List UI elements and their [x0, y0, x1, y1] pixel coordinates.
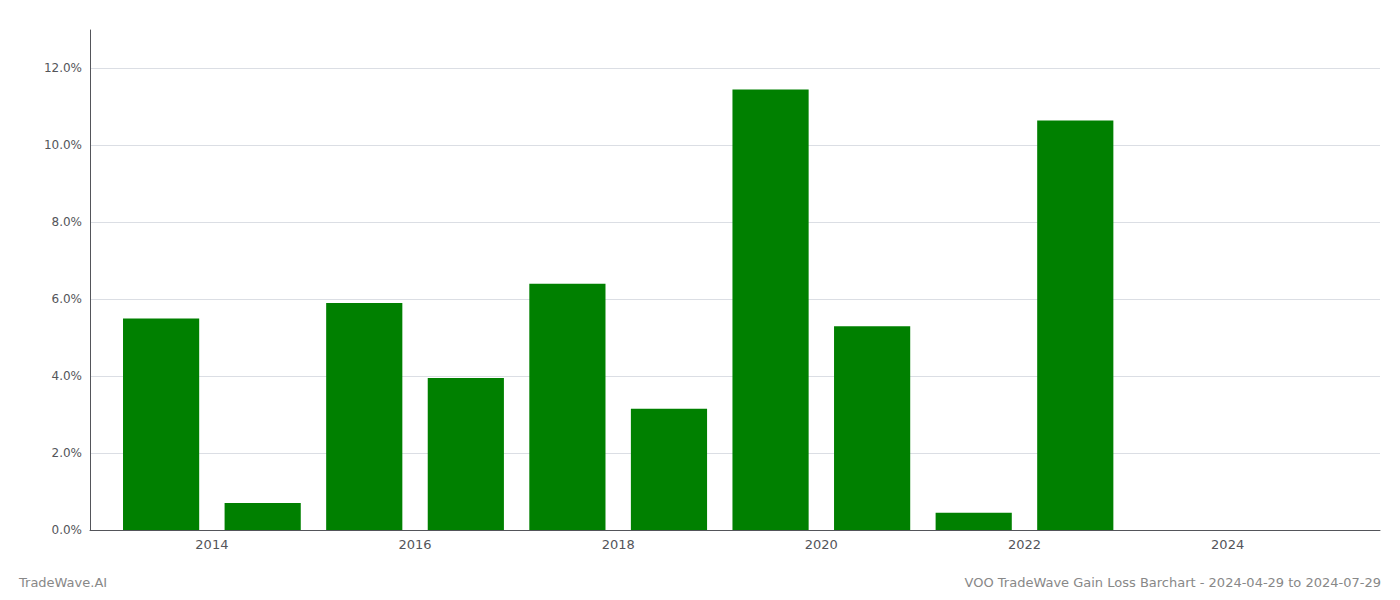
svg-text:VOO TradeWave Gain Loss Barcha: VOO TradeWave Gain Loss Barchart - 2024-… [965, 575, 1381, 590]
svg-text:2018: 2018 [602, 537, 635, 552]
svg-text:0.0%: 0.0% [52, 523, 83, 537]
svg-text:6.0%: 6.0% [52, 292, 83, 306]
svg-text:8.0%: 8.0% [52, 215, 83, 229]
svg-text:2014: 2014 [195, 537, 228, 552]
svg-text:2024: 2024 [1211, 537, 1244, 552]
svg-text:12.0%: 12.0% [44, 61, 82, 75]
svg-text:2020: 2020 [805, 537, 838, 552]
svg-text:2.0%: 2.0% [52, 446, 83, 460]
svg-text:10.0%: 10.0% [44, 138, 82, 152]
svg-text:TradeWave.AI: TradeWave.AI [18, 575, 107, 590]
svg-text:2016: 2016 [398, 537, 431, 552]
svg-text:4.0%: 4.0% [52, 369, 83, 383]
svg-text:2022: 2022 [1008, 537, 1041, 552]
